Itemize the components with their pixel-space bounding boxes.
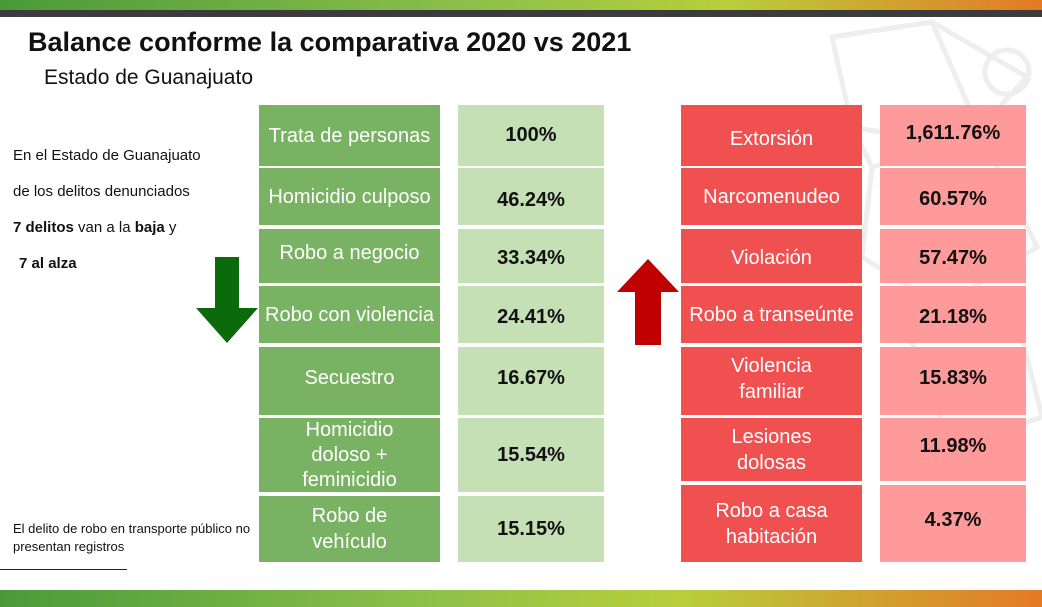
summary-line-2: de los delitos denunciados <box>13 183 190 200</box>
increase-label: Violación <box>681 229 862 283</box>
decrease-value: 15.15% <box>458 496 604 562</box>
increase-label: Robo a casa habitación <box>681 485 862 562</box>
summary-up-word: alza <box>48 255 77 272</box>
decrease-label: Trata de personas <box>259 105 440 166</box>
decrease-label: Robo a negocio <box>259 229 440 283</box>
decrease-value: 16.67% <box>458 347 604 415</box>
summary-count-down: 7 delitos <box>13 219 74 236</box>
increase-label: Narcomenudeo <box>681 168 862 225</box>
increase-label: Extorsión <box>681 105 862 166</box>
decrease-label: Homicidio doloso + feminicidio <box>259 418 440 492</box>
page-subtitle: Estado de Guanajuato <box>44 66 253 89</box>
increase-value: 1,611.76% <box>880 105 1026 166</box>
summary-line-4: 7 al alza <box>19 255 77 272</box>
decrease-label: Homicidio culposo <box>259 168 440 225</box>
summary-count-up: 7 al <box>19 255 49 272</box>
increase-value: 15.83% <box>880 347 1026 415</box>
increase-label: Violencia familiar <box>681 347 862 415</box>
decrease-label: Secuestro <box>259 347 440 415</box>
increase-value: 21.18% <box>880 286 1026 343</box>
increase-label: Lesiones dolosas <box>681 418 862 481</box>
decrease-label: Robo de vehículo <box>259 496 440 562</box>
footnote-divider <box>0 569 127 570</box>
summary-text: van a la <box>73 219 135 236</box>
increase-value: 57.47% <box>880 229 1026 283</box>
up-arrow-icon <box>617 259 679 345</box>
down-arrow-icon <box>196 257 258 343</box>
decrease-value: 33.34% <box>458 229 604 283</box>
footnote: El delito de robo en transporte público … <box>13 521 251 554</box>
summary-line-3: 7 delitos van a la baja y <box>13 219 176 236</box>
increase-value: 4.37% <box>880 485 1026 562</box>
top-dark-bar <box>0 10 1042 17</box>
increase-value: 11.98% <box>880 418 1026 481</box>
bottom-color-bar <box>0 590 1042 607</box>
decrease-value: 46.24% <box>458 168 604 225</box>
decrease-value: 24.41% <box>458 286 604 343</box>
summary-line-1: En el Estado de Guanajuato <box>13 147 201 164</box>
top-color-bar <box>0 0 1042 10</box>
increase-label: Robo a transeúnte <box>681 286 862 343</box>
summary-text: y <box>164 219 177 236</box>
page-title: Balance conforme la comparativa 2020 vs … <box>28 27 632 57</box>
decrease-label: Robo con violencia <box>259 286 440 343</box>
decrease-value: 100% <box>458 105 604 166</box>
summary-down-word: baja <box>134 219 165 236</box>
decrease-value: 15.54% <box>458 418 604 492</box>
increase-value: 60.57% <box>880 168 1026 225</box>
